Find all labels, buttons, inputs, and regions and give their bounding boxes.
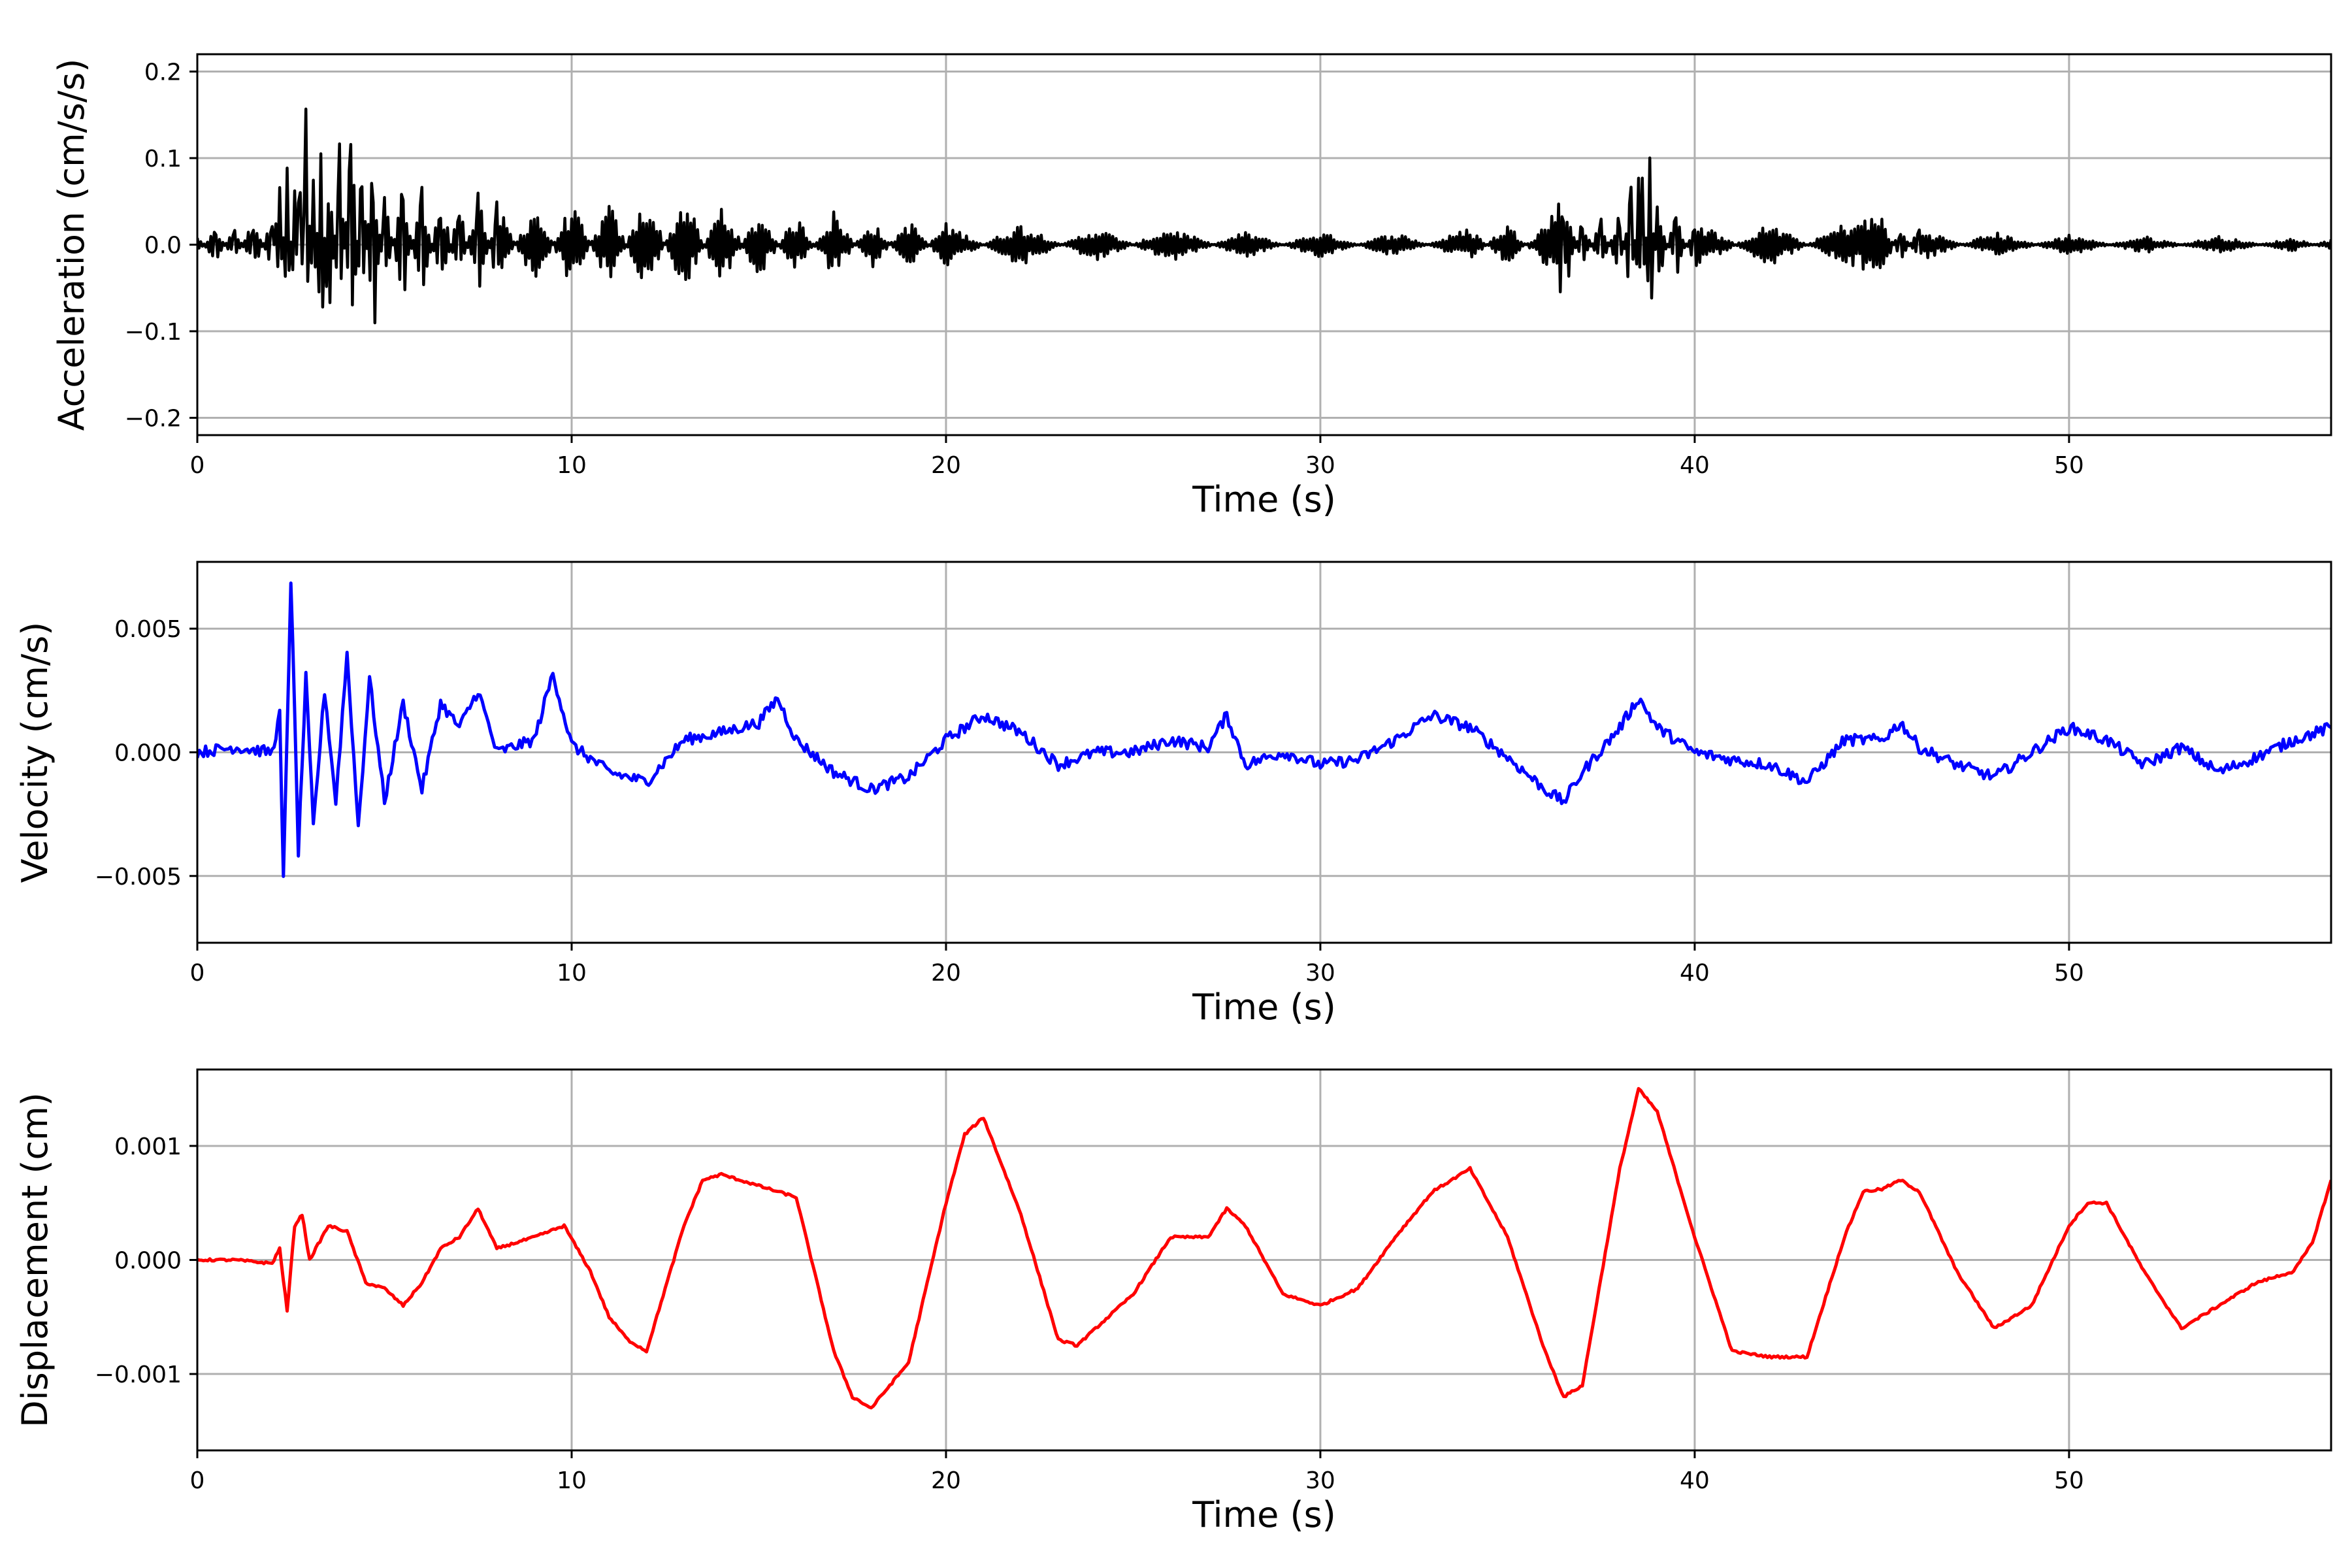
acceleration-xtick-label-1: 10 <box>557 452 587 479</box>
velocity-xtick-label-5: 50 <box>2054 960 2084 987</box>
acceleration-ytick-label-4: 0.2 <box>144 59 182 86</box>
displacement-ytick-label-1: 0.000 <box>114 1248 182 1275</box>
velocity-panel: 0 10 20 30 40 50 −0.005 0.000 0.005 Time (s) Veloc… <box>14 561 2332 1028</box>
displacement-xtick-label-0: 0 <box>190 1467 205 1494</box>
displacement-x-axis-label: Time (s) <box>1192 1494 1336 1535</box>
velocity-xtick-label-2: 20 <box>931 960 961 987</box>
velocity-ytick-label-1: 0.000 <box>114 740 182 767</box>
acceleration-xtick-label-3: 30 <box>1305 452 1335 479</box>
acceleration-xtick-label-5: 50 <box>2054 452 2084 479</box>
displacement-xtick-label-2: 20 <box>931 1467 961 1494</box>
acceleration-ytick-label-3: 0.1 <box>144 146 182 172</box>
acceleration-ytick-label-2: 0.0 <box>144 233 182 259</box>
acceleration-xtick-label-2: 20 <box>931 452 961 479</box>
displacement-panel: 0 10 20 30 40 50 −0.001 0.000 0.001 Time (s) Displ… <box>14 1068 2332 1535</box>
displacement-series-line <box>197 1086 2331 1410</box>
displacement-xtick-label-5: 50 <box>2054 1467 2084 1494</box>
acceleration-series-line <box>197 107 2331 325</box>
velocity-series-line <box>197 581 2331 878</box>
acceleration-ytick-label-0: −0.2 <box>125 406 182 433</box>
displacement-xtick-label-4: 40 <box>1680 1467 1710 1494</box>
velocity-ytick-label-2: 0.005 <box>114 616 182 643</box>
displacement-y-axis-label: Displacement (cm) <box>14 1092 56 1428</box>
velocity-xtick-label-3: 30 <box>1305 960 1335 987</box>
velocity-ytick-label-0: −0.005 <box>95 864 182 890</box>
acceleration-panel: 0 10 20 30 40 50 −0.2 −0.1 0.0 0.1 0.2 Time (s) Acce… <box>51 53 2332 520</box>
acceleration-xtick-label-0: 0 <box>190 452 205 479</box>
velocity-xtick-label-0: 0 <box>190 960 205 987</box>
acceleration-xtick-label-4: 40 <box>1680 452 1710 479</box>
acceleration-ytick-label-1: −0.1 <box>125 319 182 346</box>
displacement-xtick-label-3: 30 <box>1305 1467 1335 1494</box>
velocity-xtick-label-1: 10 <box>557 960 587 987</box>
velocity-xtick-label-4: 40 <box>1680 960 1710 987</box>
acceleration-y-axis-label: Acceleration (cm/s/s) <box>51 59 92 431</box>
acceleration-x-axis-label: Time (s) <box>1192 479 1336 520</box>
displacement-ytick-label-0: −0.001 <box>95 1362 182 1388</box>
displacement-ytick-label-2: 0.001 <box>114 1134 182 1160</box>
velocity-x-axis-label: Time (s) <box>1192 987 1336 1028</box>
velocity-y-axis-label: Velocity (cm/s) <box>14 622 56 883</box>
displacement-xtick-label-1: 10 <box>557 1467 587 1494</box>
